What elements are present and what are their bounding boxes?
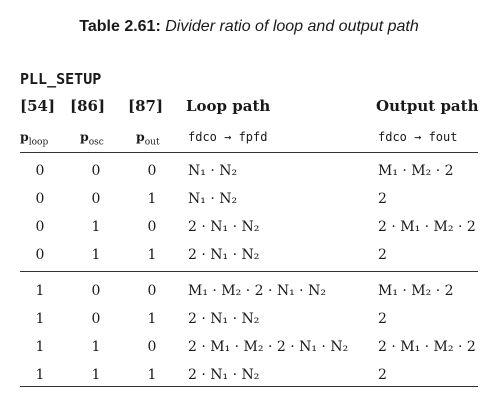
subheader-output-path: fdco → fout — [378, 130, 458, 144]
cell-output-path: M₁ · M₂ · 2 — [378, 163, 454, 179]
subheader-bit-54: ploop — [20, 129, 49, 148]
cell-bit-87: 0 — [147, 163, 157, 179]
cell-bit-54: 1 — [35, 283, 45, 299]
cell-bit-86: 1 — [91, 339, 101, 355]
table-bottom-rule — [20, 386, 478, 387]
cell-bit-87: 1 — [147, 247, 157, 263]
header-output-path: Output path — [376, 97, 479, 115]
cell-bit-54: 0 — [35, 191, 45, 207]
table-caption-label: Table 2.61: — [79, 18, 161, 35]
cell-output-path: 2 — [378, 367, 387, 383]
cell-loop-path: M₁ · M₂ · 2 · N₁ · N₂ — [188, 283, 326, 299]
cell-loop-path: 2 · N₁ · N₂ — [188, 367, 260, 383]
cell-loop-path: N₁ · N₂ — [188, 163, 238, 179]
cell-bit-87: 0 — [147, 219, 157, 235]
cell-bit-54: 1 — [35, 339, 45, 355]
cell-bit-86: 0 — [91, 191, 101, 207]
cell-bit-54: 1 — [35, 311, 45, 327]
cell-bit-87: 1 — [147, 367, 157, 383]
header-loop-path: Loop path — [186, 97, 271, 115]
group-divider — [20, 271, 478, 272]
cell-bit-86: 1 — [91, 219, 101, 235]
header-bit-87: [87] — [128, 97, 164, 115]
cell-bit-86: 0 — [91, 283, 101, 299]
cell-bit-87: 0 — [147, 283, 157, 299]
cell-bit-87: 1 — [147, 191, 157, 207]
table-caption: Table 2.61: Divider ratio of loop and ou… — [0, 17, 498, 37]
cell-loop-path: 2 · M₁ · M₂ · 2 · N₁ · N₂ — [188, 339, 349, 355]
cell-output-path: 2 — [378, 191, 387, 207]
cell-output-path: 2 · M₁ · M₂ · 2 — [378, 219, 476, 235]
cell-bit-86: 1 — [91, 247, 101, 263]
subheader-bit-87: pout — [136, 129, 160, 148]
cell-output-path: 2 — [378, 247, 387, 263]
cell-loop-path: 2 · N₁ · N₂ — [188, 219, 260, 235]
cell-bit-54: 1 — [35, 367, 45, 383]
cell-loop-path: 2 · N₁ · N₂ — [188, 247, 260, 263]
cell-bit-86: 0 — [91, 163, 101, 179]
table-caption-text: Divider ratio of loop and output path — [165, 18, 419, 35]
cell-loop-path: N₁ · N₂ — [188, 191, 238, 207]
header-bit-54: [54] — [20, 97, 56, 115]
cell-bit-86: 0 — [91, 311, 101, 327]
header-bit-86: [86] — [70, 97, 106, 115]
subheader-bit-86: posc — [80, 129, 104, 148]
subheader-loop-path: fdco → fpfd — [188, 130, 268, 144]
register-name: PLL_SETUP — [20, 70, 102, 88]
cell-bit-54: 0 — [35, 247, 45, 263]
cell-loop-path: 2 · N₁ · N₂ — [188, 311, 260, 327]
cell-bit-87: 0 — [147, 339, 157, 355]
cell-bit-87: 1 — [147, 311, 157, 327]
header-divider — [20, 152, 478, 153]
cell-bit-54: 0 — [35, 219, 45, 235]
cell-output-path: 2 · M₁ · M₂ · 2 — [378, 339, 476, 355]
cell-bit-86: 1 — [91, 367, 101, 383]
cell-output-path: M₁ · M₂ · 2 — [378, 283, 454, 299]
cell-bit-54: 0 — [35, 163, 45, 179]
cell-output-path: 2 — [378, 311, 387, 327]
